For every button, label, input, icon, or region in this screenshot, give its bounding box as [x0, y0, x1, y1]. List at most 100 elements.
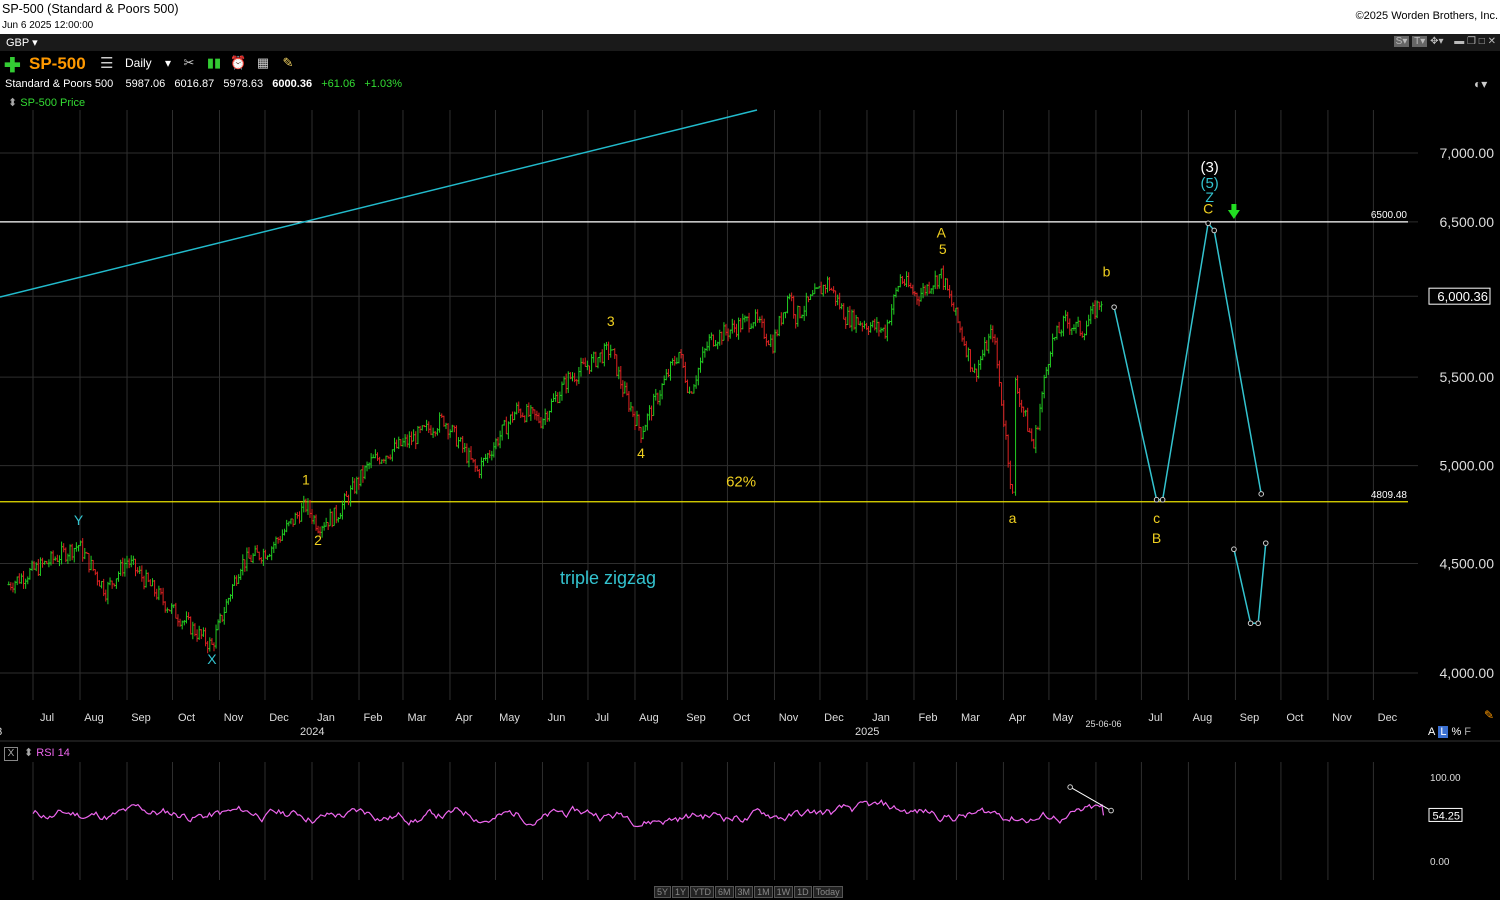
price-bar — [873, 318, 876, 331]
price-bar — [181, 620, 184, 630]
price-bar — [550, 398, 553, 413]
price-bar — [448, 429, 452, 438]
price-bar — [760, 315, 764, 328]
price-bar — [260, 557, 263, 564]
add-symbol-icon[interactable]: ✚ — [4, 55, 21, 77]
move-icon[interactable]: ✥▾ — [1430, 36, 1444, 47]
price-bar — [291, 518, 295, 527]
price-bar — [840, 303, 843, 310]
price-bar — [351, 477, 354, 490]
price-bar — [22, 570, 25, 589]
zoom-button[interactable]: 1Y — [672, 886, 690, 898]
text-icon[interactable]: T▾ — [1412, 36, 1428, 47]
scale-button-l[interactable]: L — [1438, 726, 1449, 738]
maximize-icon[interactable]: □ — [1478, 36, 1485, 47]
rsi-trend-point — [1067, 784, 1073, 790]
price-bar — [98, 580, 101, 587]
minimize-icon[interactable]: ▬ — [1454, 36, 1465, 47]
zoom-button[interactable]: YTD — [690, 886, 715, 898]
price-bar — [584, 357, 587, 368]
wave-label: C — [1203, 200, 1213, 216]
zoom-button[interactable]: 6M — [715, 886, 734, 898]
price-bar — [950, 290, 953, 307]
close-icon[interactable]: ✕ — [1487, 36, 1496, 47]
symbol-input[interactable]: SP-500 — [29, 54, 86, 73]
indicators-icon[interactable]: ▮▮ — [206, 55, 222, 70]
price-bar — [1026, 407, 1029, 432]
rsi-legend-label: RSI 14 — [36, 747, 70, 759]
price-bar — [892, 294, 896, 315]
price-bar — [1006, 434, 1010, 468]
copyright: ©2025 Worden Brothers, Inc. — [1355, 10, 1498, 22]
price-bar — [142, 575, 146, 590]
scale-button-f[interactable]: F — [1464, 726, 1471, 738]
price-bar — [258, 551, 261, 561]
restore-icon[interactable]: ❐ — [1467, 36, 1476, 47]
close-indicator-icon[interactable]: X — [4, 747, 18, 761]
notes-icon[interactable]: ✎ — [282, 55, 294, 70]
zoom-button[interactable]: 5Y — [654, 886, 672, 898]
price-bar — [718, 329, 721, 346]
price-bar — [931, 285, 935, 295]
quote-line: Standard & Poors 500 5987.06 6016.87 597… — [5, 78, 402, 90]
price-bar — [596, 357, 600, 369]
price-bar — [401, 438, 405, 447]
price-bar — [1020, 399, 1023, 413]
price-bar — [289, 518, 293, 525]
price-bar — [778, 315, 781, 337]
list-icon[interactable]: ☰ — [100, 55, 114, 72]
projection-point — [1205, 220, 1211, 227]
price-bar — [503, 420, 506, 426]
price-bar — [896, 285, 900, 292]
zoom-button[interactable]: 3M — [734, 886, 754, 898]
move-indicator-icon[interactable]: ⬍ — [24, 747, 34, 759]
price-bar — [917, 296, 921, 307]
currency-select[interactable]: GBP ▾ — [6, 37, 38, 49]
price-bar — [453, 425, 456, 433]
price-bar — [294, 512, 297, 525]
price-bar — [697, 367, 700, 386]
color-scheme-icon[interactable]: ◐▾ — [1474, 77, 1488, 91]
month-label: Sep — [131, 712, 151, 724]
screenshot-icon[interactable]: S▾ — [1393, 36, 1410, 47]
price-bar — [253, 545, 257, 557]
price-bar — [1072, 324, 1076, 331]
price-bar — [977, 359, 980, 379]
zoom-button[interactable]: 1D — [794, 886, 812, 898]
price-bar — [178, 618, 182, 627]
price-bar — [431, 427, 435, 438]
scale-button-a[interactable]: A — [1428, 726, 1436, 738]
month-label: Sep — [686, 712, 706, 724]
price-bar — [134, 558, 137, 577]
tools-icon[interactable]: ✂ — [183, 55, 195, 70]
price-bar — [625, 382, 629, 396]
price-bar — [399, 439, 403, 447]
price-bar — [270, 546, 273, 561]
period-select[interactable]: Daily ▾ — [125, 56, 172, 70]
quote-name: Standard & Poors 500 — [5, 78, 114, 90]
draw-pencil-icon[interactable]: ✎ — [1484, 708, 1495, 722]
price-bar — [272, 541, 276, 554]
zoom-button[interactable]: Today — [812, 886, 843, 898]
price-bar — [765, 333, 768, 347]
price-bar — [527, 402, 531, 417]
price-bar — [164, 601, 167, 613]
quote-change-pct: +1.03% — [364, 78, 402, 90]
price-bar — [202, 627, 205, 637]
price-bar — [144, 569, 148, 588]
calculator-icon[interactable]: ▦ — [256, 55, 270, 70]
price-bar — [60, 541, 63, 565]
price-bar — [780, 312, 783, 326]
price-bar — [166, 607, 169, 613]
window-controls[interactable]: S▾ T▾ ✥▾ ▬ ❐ □ ✕ — [1393, 36, 1496, 47]
scale-button-pct[interactable]: % — [1451, 726, 1462, 738]
price-bar — [459, 437, 462, 442]
price-bar — [973, 363, 976, 374]
projection-point — [1258, 491, 1265, 497]
alarm-icon[interactable]: ⏰ — [230, 55, 247, 70]
price-legend[interactable]: ⬍ SP-500 Price — [8, 97, 86, 109]
zoom-button[interactable]: 1M — [754, 886, 773, 898]
price-bar — [756, 309, 759, 323]
zoom-button[interactable]: 1W — [773, 886, 794, 898]
